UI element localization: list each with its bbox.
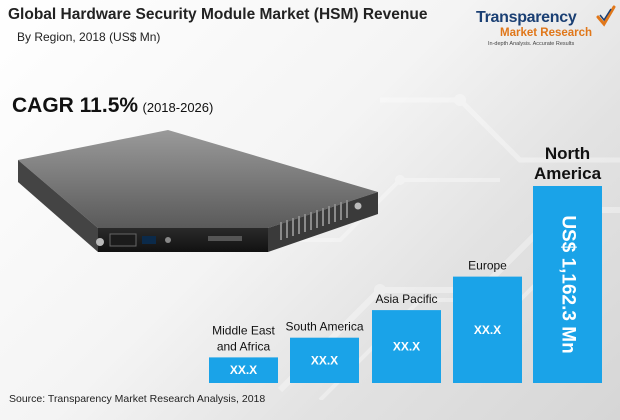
bar-1 bbox=[290, 337, 359, 383]
category-label-4: North America bbox=[534, 144, 602, 183]
value-label-2: XX.X bbox=[393, 340, 420, 354]
value-label-3: XX.X bbox=[474, 323, 501, 337]
bar-3 bbox=[453, 276, 522, 383]
bar-4 bbox=[533, 186, 602, 383]
cagr-period: (2018-2026) bbox=[142, 100, 214, 115]
tmr-logo-check-icon bbox=[596, 5, 616, 27]
cagr-callout: CAGR 11.5% (2018-2026) bbox=[12, 94, 213, 118]
logo-tagline: In-depth Analysis. Accurate Results bbox=[488, 41, 575, 47]
chart-title: Global Hardware Security Module Market (… bbox=[8, 6, 428, 23]
category-label-3: Europe bbox=[468, 259, 507, 273]
bar-0 bbox=[209, 357, 278, 383]
chart-subtitle: By Region, 2018 (US$ Mn) bbox=[17, 30, 161, 44]
logo-name-bottom: Market Research bbox=[500, 27, 593, 39]
value-label-1: XX.X bbox=[311, 353, 338, 367]
value-label-0: XX.X bbox=[230, 363, 257, 377]
value-label-4: US$ 1,162.3 Mn bbox=[557, 215, 578, 353]
cagr-value: CAGR 11.5% bbox=[12, 94, 139, 117]
bar-2 bbox=[372, 310, 441, 383]
category-label-0: Middle East and Africa bbox=[212, 323, 275, 353]
hsm-server-image bbox=[18, 130, 378, 252]
category-label-2: Asia Pacific bbox=[375, 292, 437, 306]
tmr-logo: Transparency Market Research In-depth An… bbox=[476, 5, 616, 51]
source-note: Source: Transparency Market Research Ana… bbox=[9, 393, 266, 405]
category-label-1: South America bbox=[285, 320, 363, 334]
logo-name-top: Transparency bbox=[476, 9, 577, 26]
